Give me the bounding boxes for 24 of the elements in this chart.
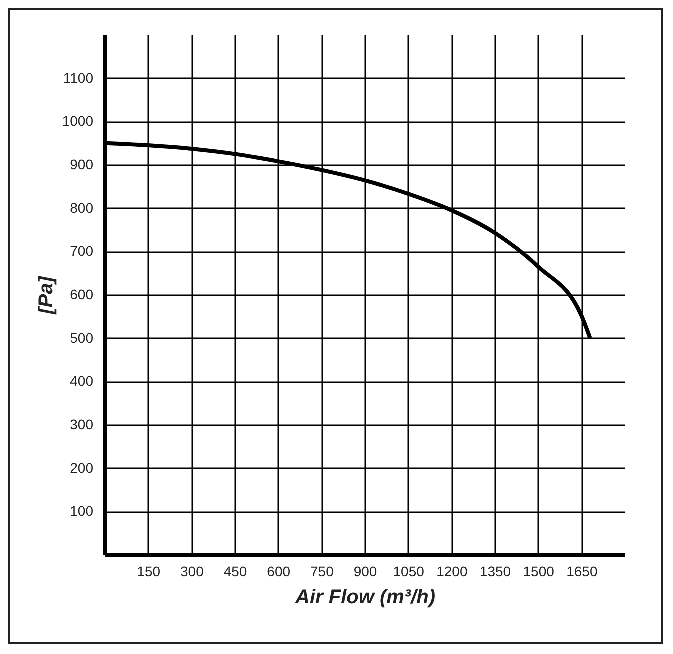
y-tick-label: 200 (70, 460, 94, 476)
x-tick-label: 450 (224, 564, 248, 580)
x-tick-label: 750 (310, 564, 334, 580)
y-tick-label: 300 (70, 416, 94, 432)
x-tick-label: 600 (267, 564, 291, 580)
x-tick-label: 1050 (393, 564, 425, 580)
y-tick-label: 900 (70, 156, 94, 172)
y-tick-label: 500 (70, 330, 94, 346)
y-tick-label: 800 (70, 200, 94, 216)
x-tick-label: 1500 (523, 564, 555, 580)
x-tick-label: 1650 (566, 564, 598, 580)
y-tick-label: 600 (70, 286, 94, 302)
y-tick-label: 100 (70, 503, 94, 520)
x-tick-label: 1200 (436, 564, 468, 580)
y-tick-label: 700 (70, 243, 94, 260)
x-tick-label: 1350 (480, 564, 512, 580)
y-tick-label: 1100 (63, 70, 94, 86)
x-tick-label: 300 (180, 564, 204, 580)
y-tick-label: 1000 (62, 113, 94, 130)
x-tick-label: 150 (137, 564, 161, 580)
y-axis-title: [Pa] (35, 275, 58, 316)
x-axis-title: Air Flow (m³/h) (294, 586, 436, 608)
x-tick-label: 900 (354, 564, 378, 580)
y-tick-label: 400 (70, 373, 94, 390)
